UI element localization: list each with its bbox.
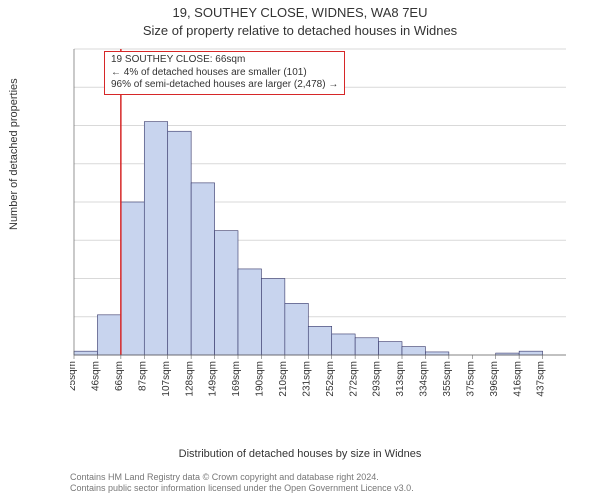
svg-text:252sqm: 252sqm: [325, 361, 336, 397]
svg-text:107sqm: 107sqm: [161, 361, 172, 397]
x-axis-ticks: 25sqm 46sqm 66sqm 87sqm 107sqm 128sqm 149sqm 16…: [70, 355, 547, 397]
bar: [308, 326, 331, 355]
footer-line1: Contains HM Land Registry data © Crown c…: [70, 472, 414, 483]
bar: [332, 334, 355, 355]
bar: [97, 315, 120, 355]
svg-text:416sqm: 416sqm: [512, 361, 523, 397]
svg-text:87sqm: 87sqm: [137, 361, 148, 391]
bar: [144, 122, 167, 355]
bar: [191, 183, 214, 355]
bars: [74, 122, 543, 355]
svg-text:128sqm: 128sqm: [184, 361, 195, 397]
bar: [519, 351, 542, 355]
svg-text:66sqm: 66sqm: [114, 361, 125, 391]
bar: [74, 351, 97, 355]
svg-text:293sqm: 293sqm: [372, 361, 383, 397]
annotation-line1: 19 SOUTHEY CLOSE: 66sqm: [111, 54, 338, 67]
bar: [238, 269, 261, 355]
annotation-line2: ← 4% of detached houses are smaller (101…: [111, 67, 338, 80]
plot-area: 0100200300400500600700800 25sqm46sqm66sq…: [70, 45, 570, 415]
title-block: 19, SOUTHEY CLOSE, WIDNES, WA8 7EU Size …: [0, 0, 600, 39]
svg-text:313sqm: 313sqm: [395, 361, 406, 397]
svg-text:437sqm: 437sqm: [536, 361, 547, 397]
svg-text:190sqm: 190sqm: [255, 361, 266, 397]
svg-text:396sqm: 396sqm: [489, 361, 500, 397]
bar: [355, 338, 378, 355]
annotation-line3: 96% of semi-detached houses are larger (…: [111, 79, 338, 92]
svg-text:149sqm: 149sqm: [208, 361, 219, 397]
bar: [261, 279, 284, 356]
bar: [121, 202, 144, 355]
histogram-svg: 0100200300400500600700800 25sqm46sqm66sq…: [70, 45, 570, 415]
bar: [215, 231, 238, 355]
svg-text:334sqm: 334sqm: [419, 361, 430, 397]
svg-text:169sqm: 169sqm: [231, 361, 242, 397]
svg-text:375sqm: 375sqm: [465, 361, 476, 397]
title-subtitle: Size of property relative to detached ho…: [0, 22, 600, 40]
title-address: 19, SOUTHEY CLOSE, WIDNES, WA8 7EU: [0, 4, 600, 22]
bar: [425, 352, 448, 355]
bar: [168, 131, 191, 355]
bar: [379, 342, 402, 355]
bar: [402, 347, 425, 355]
svg-text:46sqm: 46sqm: [91, 361, 102, 391]
bar: [285, 303, 308, 355]
svg-text:231sqm: 231sqm: [301, 361, 312, 397]
chart-container: 19, SOUTHEY CLOSE, WIDNES, WA8 7EU Size …: [0, 0, 600, 500]
svg-text:272sqm: 272sqm: [348, 361, 359, 397]
x-axis-label: Distribution of detached houses by size …: [0, 448, 600, 460]
footer-line2: Contains public sector information licen…: [70, 483, 414, 494]
svg-text:210sqm: 210sqm: [278, 361, 289, 397]
svg-text:25sqm: 25sqm: [70, 361, 78, 391]
footer: Contains HM Land Registry data © Crown c…: [70, 472, 414, 494]
svg-text:355sqm: 355sqm: [442, 361, 453, 397]
y-axis-label: Number of detached properties: [8, 78, 20, 230]
annotation-box: 19 SOUTHEY CLOSE: 66sqm ← 4% of detached…: [104, 51, 345, 95]
